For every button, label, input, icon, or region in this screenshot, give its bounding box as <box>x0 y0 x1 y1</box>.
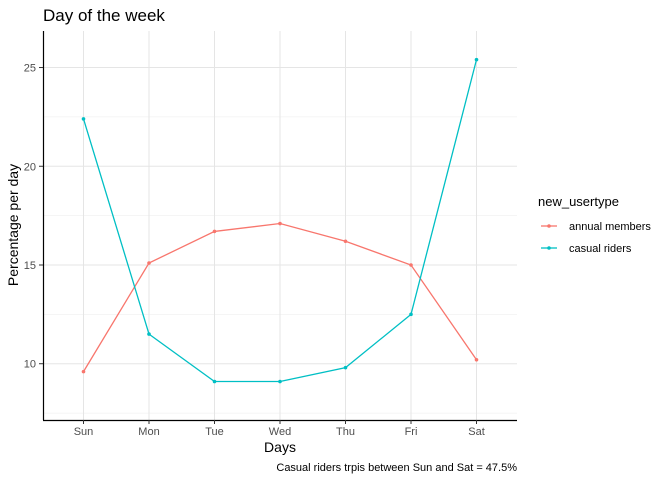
data-point-casual-riders <box>409 312 413 317</box>
x-axis-title: Days <box>264 439 296 455</box>
legend-label-casual-riders: casual riders <box>569 243 632 255</box>
legend-title: new_usertype <box>538 194 619 209</box>
data-point-casual-riders <box>81 117 86 121</box>
x-tick-label: Mon <box>138 426 159 438</box>
series-layer <box>81 57 479 384</box>
y-tick-label: 25 <box>24 63 36 75</box>
x-tick-label: Wed <box>269 426 291 438</box>
y-tick-label: 10 <box>24 359 36 371</box>
legend-key-point-casual-riders <box>547 246 551 250</box>
data-point-annual-members <box>212 229 217 234</box>
y-axis-ticks: 10 15 20 25 <box>24 63 43 371</box>
x-tick-label: Sun <box>74 426 94 438</box>
x-tick-label: Sat <box>468 426 485 438</box>
x-tick-label: Tue <box>205 426 224 438</box>
x-tick-label: Thu <box>336 426 355 438</box>
data-point-annual-members <box>409 263 413 267</box>
y-tick-label: 20 <box>24 161 36 173</box>
data-point-casual-riders <box>147 332 151 336</box>
grid <box>43 31 517 420</box>
data-point-casual-riders <box>212 379 217 384</box>
legend-key-point-annual-members <box>547 224 551 228</box>
y-tick-label: 15 <box>24 260 36 272</box>
x-axis-ticks: Sun Mon Tue Wed Thu Fri Sat <box>74 420 485 438</box>
data-point-annual-members <box>81 369 86 374</box>
legend: new_usertype annual members casual riders <box>538 194 651 255</box>
chart-caption: Casual riders trpis between Sun and Sat … <box>276 462 517 474</box>
data-point-annual-members <box>147 261 151 265</box>
legend-label-annual-members: annual members <box>569 221 651 233</box>
data-point-casual-riders <box>278 379 282 384</box>
data-point-casual-riders <box>474 57 479 62</box>
y-axis-title: Percentage per day <box>5 164 21 286</box>
data-point-casual-riders <box>343 365 348 370</box>
x-tick-label: Fri <box>405 426 418 438</box>
data-point-annual-members <box>474 357 479 362</box>
data-point-annual-members <box>278 221 282 226</box>
data-point-annual-members <box>343 239 348 244</box>
chart-title: Day of the week <box>43 6 165 25</box>
